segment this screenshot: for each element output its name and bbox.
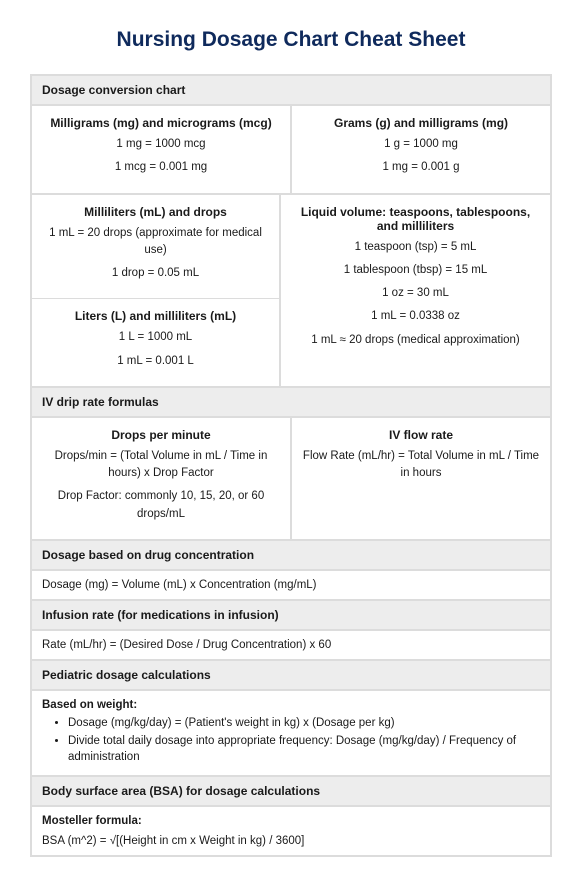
cell-line: 1 tablespoon (tbsp) = 15 mL — [291, 262, 540, 279]
section-pediatric-body: Based on weight: Dosage (mg/kg/day) = (P… — [31, 690, 551, 776]
pediatric-list: Dosage (mg/kg/day) = (Patient's weight i… — [42, 715, 540, 765]
cell-line: Flow Rate (mL/hr) = Total Volume in mL /… — [302, 448, 540, 483]
cheat-sheet-table: Dosage conversion chart Milligrams (mg) … — [30, 74, 552, 857]
row-iv: Drops per minute Drops/min = (Total Volu… — [31, 417, 551, 540]
cell-mg-mcg: Milligrams (mg) and micrograms (mcg) 1 m… — [31, 105, 291, 194]
cell-line: 1 mL = 0.001 L — [42, 353, 269, 370]
cell-line: 1 drop = 0.05 mL — [42, 265, 269, 282]
cell-l-ml: Liters (L) and milliliters (mL) 1 L = 10… — [31, 299, 280, 387]
list-item: Dosage (mg/kg/day) = (Patient's weight i… — [68, 715, 540, 731]
cell-line: 1 mL = 0.0338 oz — [291, 308, 540, 325]
cell-title: Liquid volume: teaspoons, tablespoons, a… — [291, 205, 540, 233]
pediatric-sub: Based on weight: — [42, 699, 540, 711]
cell-line: 1 mL = 20 drops (approximate for medical… — [42, 225, 269, 260]
row-conversion-1: Milligrams (mg) and micrograms (mcg) 1 m… — [31, 105, 551, 194]
list-item: Divide total daily dosage into appropria… — [68, 733, 540, 765]
row-conversion-2: Milliliters (mL) and drops 1 mL = 20 dro… — [31, 194, 551, 387]
cell-drops-per-minute: Drops per minute Drops/min = (Total Volu… — [31, 417, 291, 540]
cell-liquid-volume: Liquid volume: teaspoons, tablespoons, a… — [280, 194, 551, 387]
section-infusion-rate-header: Infusion rate (for medications in infusi… — [31, 600, 551, 630]
cell-title: Grams (g) and milligrams (mg) — [302, 116, 540, 130]
cell-title: IV flow rate — [302, 428, 540, 442]
cell-line: 1 g = 1000 mg — [302, 136, 540, 153]
section-iv-drip-header: IV drip rate formulas — [31, 387, 551, 417]
section-dosage-conversion-header: Dosage conversion chart — [31, 75, 551, 105]
cell-iv-flow-rate: IV flow rate Flow Rate (mL/hr) = Total V… — [291, 417, 551, 540]
cell-g-mg: Grams (g) and milligrams (mg) 1 g = 1000… — [291, 105, 551, 194]
cell-line: 1 oz = 30 mL — [291, 285, 540, 302]
cell-line: 1 mcg = 0.001 mg — [42, 159, 280, 176]
page-title: Nursing Dosage Chart Cheat Sheet — [30, 28, 552, 52]
cell-line: 1 L = 1000 mL — [42, 329, 269, 346]
cell-line: 1 teaspoon (tsp) = 5 mL — [291, 239, 540, 256]
cell-title: Drops per minute — [42, 428, 280, 442]
left-stack: Milliliters (mL) and drops 1 mL = 20 dro… — [31, 194, 280, 387]
section-bsa-body: Mosteller formula: BSA (m^2) = √[(Height… — [31, 806, 551, 856]
cell-title: Milligrams (mg) and micrograms (mcg) — [42, 116, 280, 130]
cell-line: Drops/min = (Total Volume in mL / Time i… — [42, 448, 280, 483]
bsa-formula: BSA (m^2) = √[(Height in cm x Weight in … — [42, 835, 540, 847]
section-bsa-header: Body surface area (BSA) for dosage calcu… — [31, 776, 551, 806]
cell-line: 1 mL ≈ 20 drops (medical approximation) — [291, 332, 540, 349]
cell-line: 1 mg = 1000 mcg — [42, 136, 280, 153]
cell-line: Drop Factor: commonly 10, 15, 20, or 60 … — [42, 488, 280, 523]
cell-line: 1 mg = 0.001 g — [302, 159, 540, 176]
cell-title: Liters (L) and milliliters (mL) — [42, 309, 269, 323]
bsa-sub: Mosteller formula: — [42, 815, 540, 827]
section-infusion-rate-body: Rate (mL/hr) = (Desired Dose / Drug Conc… — [31, 630, 551, 660]
section-drug-concentration-header: Dosage based on drug concentration — [31, 540, 551, 570]
cell-ml-drops: Milliliters (mL) and drops 1 mL = 20 dro… — [31, 194, 280, 300]
section-drug-concentration-body: Dosage (mg) = Volume (mL) x Concentratio… — [31, 570, 551, 600]
cell-title: Milliliters (mL) and drops — [42, 205, 269, 219]
section-pediatric-header: Pediatric dosage calculations — [31, 660, 551, 690]
